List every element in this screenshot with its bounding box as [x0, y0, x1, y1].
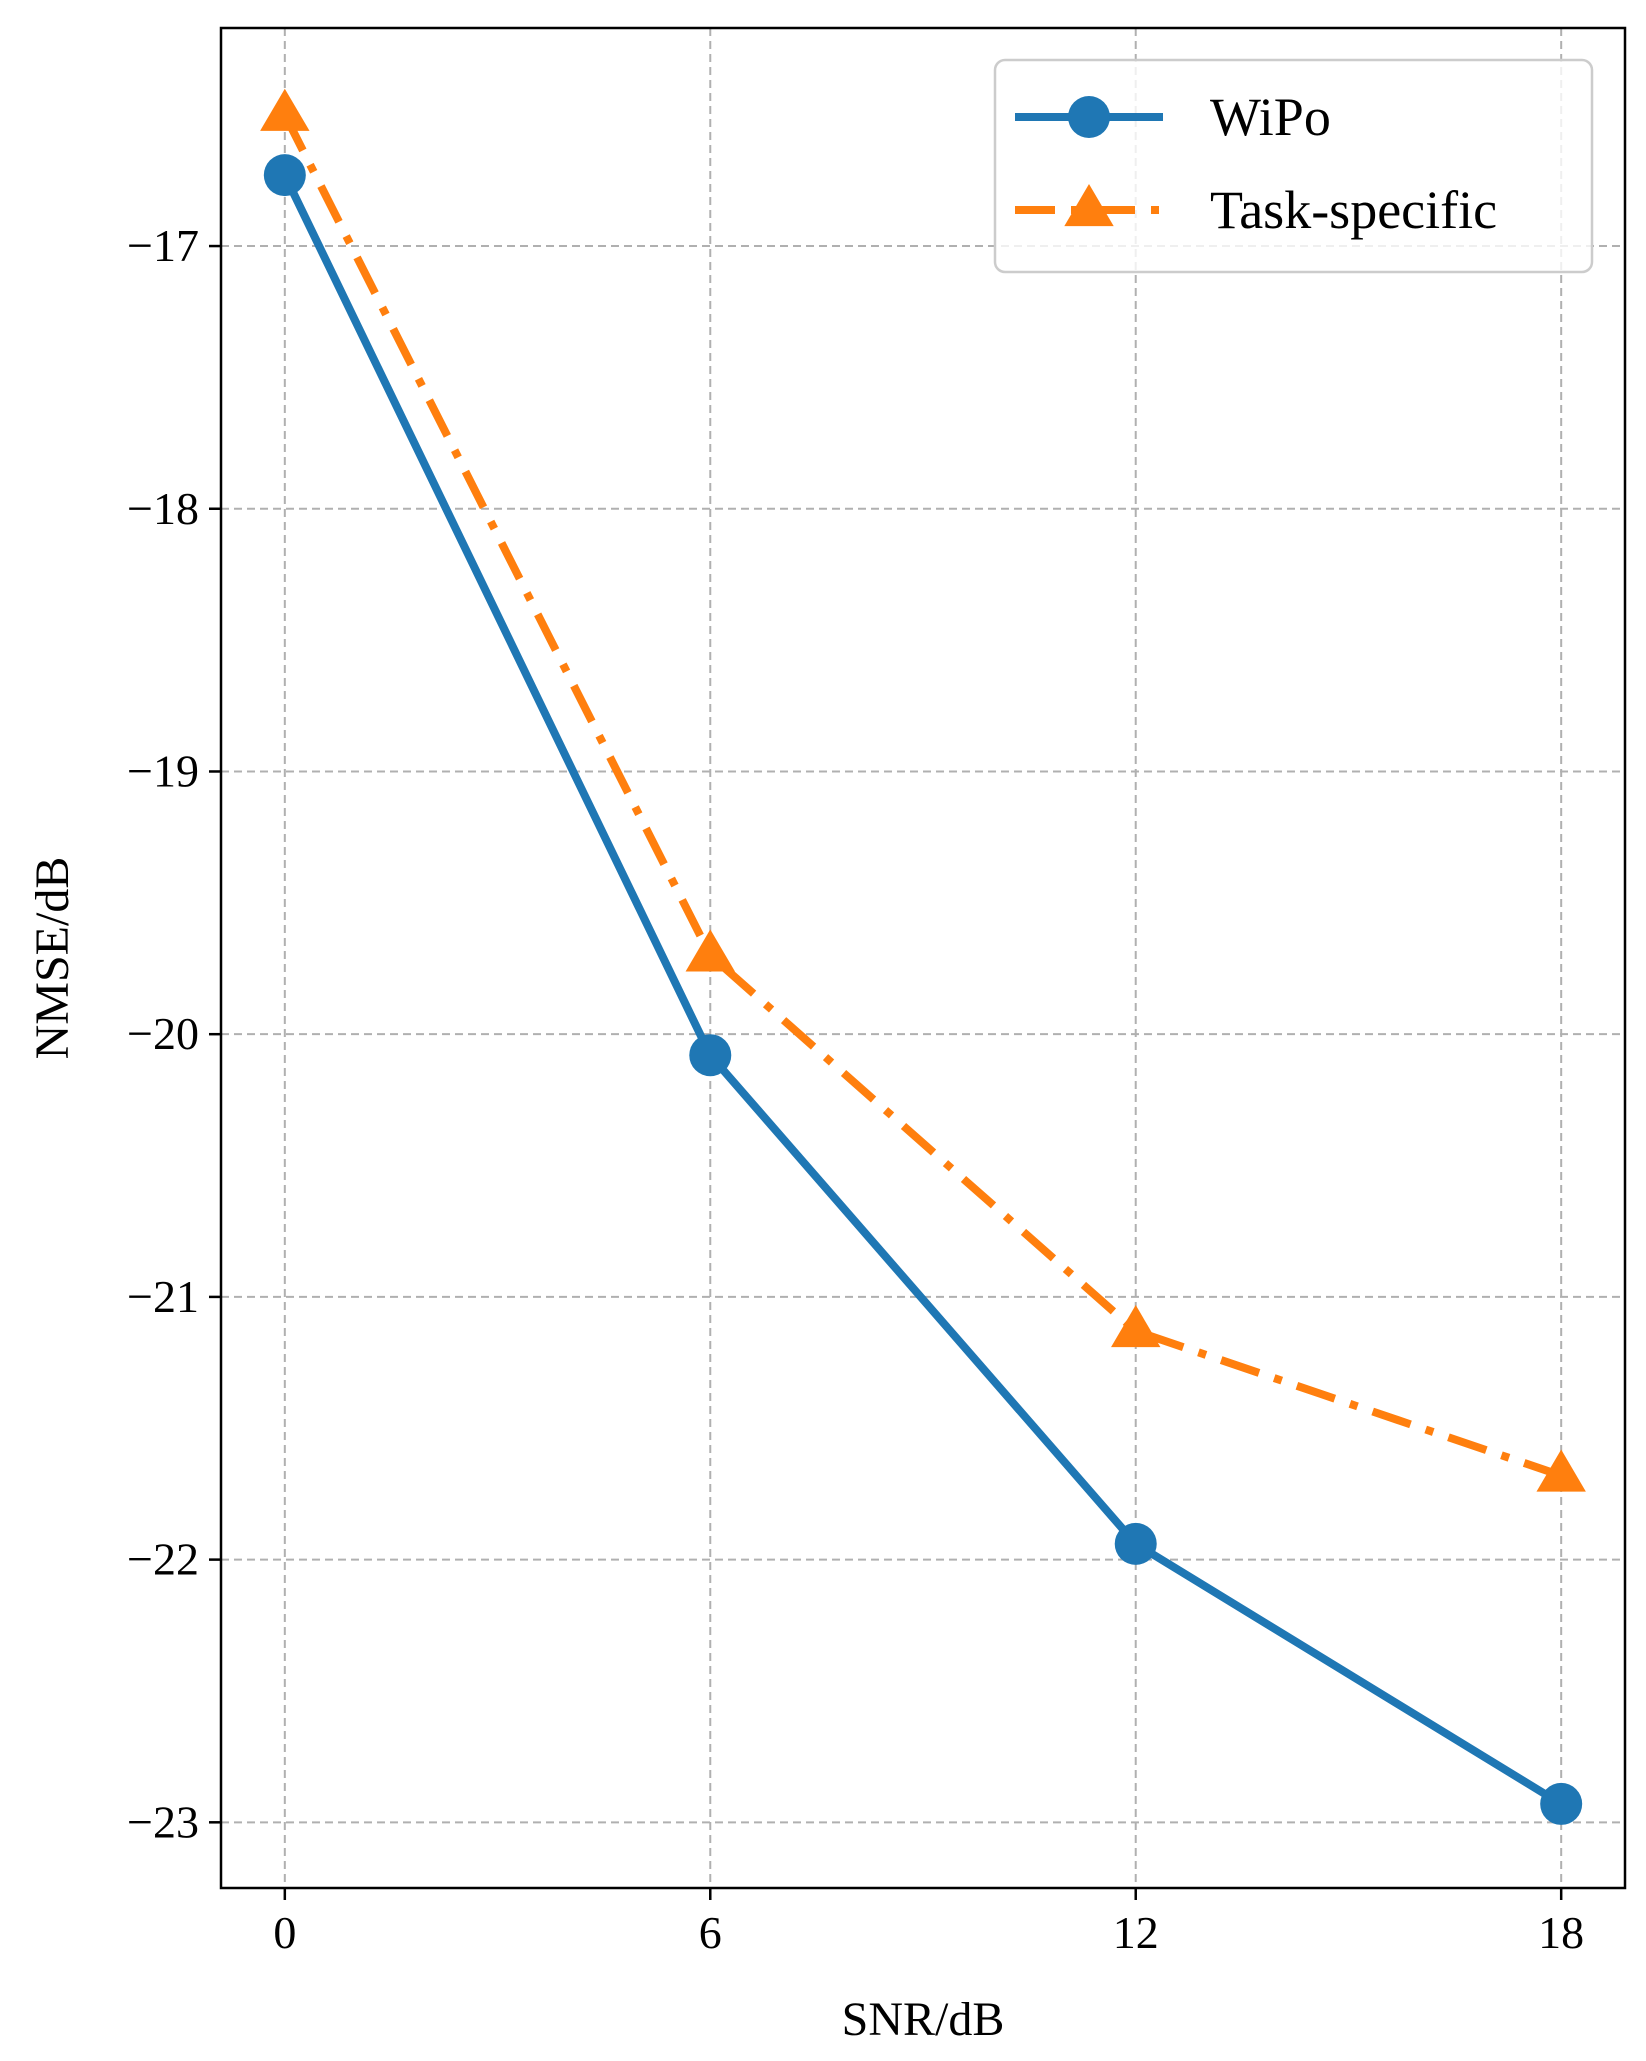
legend-marker-wipo: [1068, 96, 1110, 138]
series-line-task-specific: [281, 112, 1563, 1480]
y-tick-label: −17: [127, 220, 199, 271]
series-lines: [281, 112, 1564, 1808]
y-tick-label: −19: [127, 745, 199, 796]
y-tick-label: −21: [127, 1271, 199, 1322]
data-point-wipo: [1540, 1782, 1583, 1825]
tick-labels: 0 6 12 18 −17 −18 −19 −20 −21 −22 −23: [127, 220, 1584, 1958]
x-tick-label: 0: [273, 1907, 296, 1958]
data-point-wipo: [689, 1034, 732, 1077]
data-point-task-specific: [260, 88, 310, 131]
y-tick-label: −23: [127, 1796, 199, 1847]
legend-marker-task-specific: [1064, 184, 1114, 227]
data-point-task-specific: [1111, 1305, 1161, 1348]
y-tick-label: −20: [127, 1008, 199, 1059]
data-point-task-specific: [685, 929, 735, 972]
data-point-wipo: [263, 154, 306, 197]
x-tick-label: 12: [1113, 1907, 1159, 1958]
legend-label-task-specific: Task-specific: [1210, 180, 1497, 240]
ticks: [209, 244, 1563, 1900]
x-tick-label: 18: [1538, 1907, 1584, 1958]
data-point-wipo: [1114, 1522, 1157, 1565]
legend: WiPo Task-specific: [993, 58, 1594, 274]
plot-frame: [219, 26, 1627, 1890]
x-tick-label: 6: [699, 1907, 722, 1958]
y-tick-label: −18: [127, 483, 199, 534]
y-tick-label: −22: [127, 1534, 199, 1585]
y-axis-label: NMSE/dB: [26, 857, 79, 1060]
series-line-wipo: [281, 173, 1564, 1808]
series-markers: [260, 88, 1586, 1825]
legend-label-wipo: WiPo: [1210, 87, 1331, 147]
data-point-task-specific: [1536, 1449, 1586, 1492]
x-axis-label: SNR/dB: [842, 1993, 1005, 2046]
